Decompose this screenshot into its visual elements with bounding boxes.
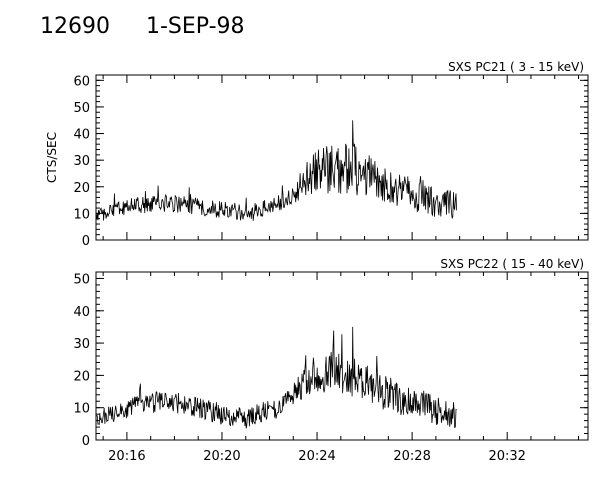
panel-title-2: SXS PC22 ( 15 - 40 keV) [440, 257, 584, 271]
y-tick-label: 20 [73, 181, 90, 196]
y-tick-label: 10 [73, 207, 90, 222]
y-tick-label: 30 [73, 154, 90, 169]
x-tick-label: 20:28 [393, 449, 430, 464]
plot-frame-1 [95, 74, 589, 241]
y-tick-label: 40 [73, 305, 90, 320]
light-curve-2 [95, 326, 457, 429]
y-tick-label: 50 [73, 272, 90, 287]
y-axis-label: CTS/SEC [45, 132, 59, 183]
light-curve-1 [95, 120, 457, 221]
event-date: 1-SEP-98 [146, 14, 245, 39]
y-tick-label: 10 [73, 402, 90, 417]
x-tick-label: 20:24 [298, 449, 335, 464]
x-tick-label: 20:16 [108, 449, 145, 464]
y-tick-label: 30 [73, 337, 90, 352]
y-tick-label: 0 [82, 234, 90, 249]
panel-title-1: SXS PC21 ( 3 - 15 keV) [448, 60, 584, 74]
x-tick-label: 20:32 [488, 449, 525, 464]
event-id: 12690 [40, 14, 110, 39]
y-tick-label: 50 [73, 101, 90, 116]
x-tick-label: 20:20 [203, 449, 240, 464]
header: 12690 1-SEP-98 [40, 14, 281, 39]
y-tick-label: 20 [73, 369, 90, 384]
y-tick-label: 0 [82, 434, 90, 449]
y-tick-label: 60 [73, 74, 90, 89]
y-tick-label: 40 [73, 128, 90, 143]
